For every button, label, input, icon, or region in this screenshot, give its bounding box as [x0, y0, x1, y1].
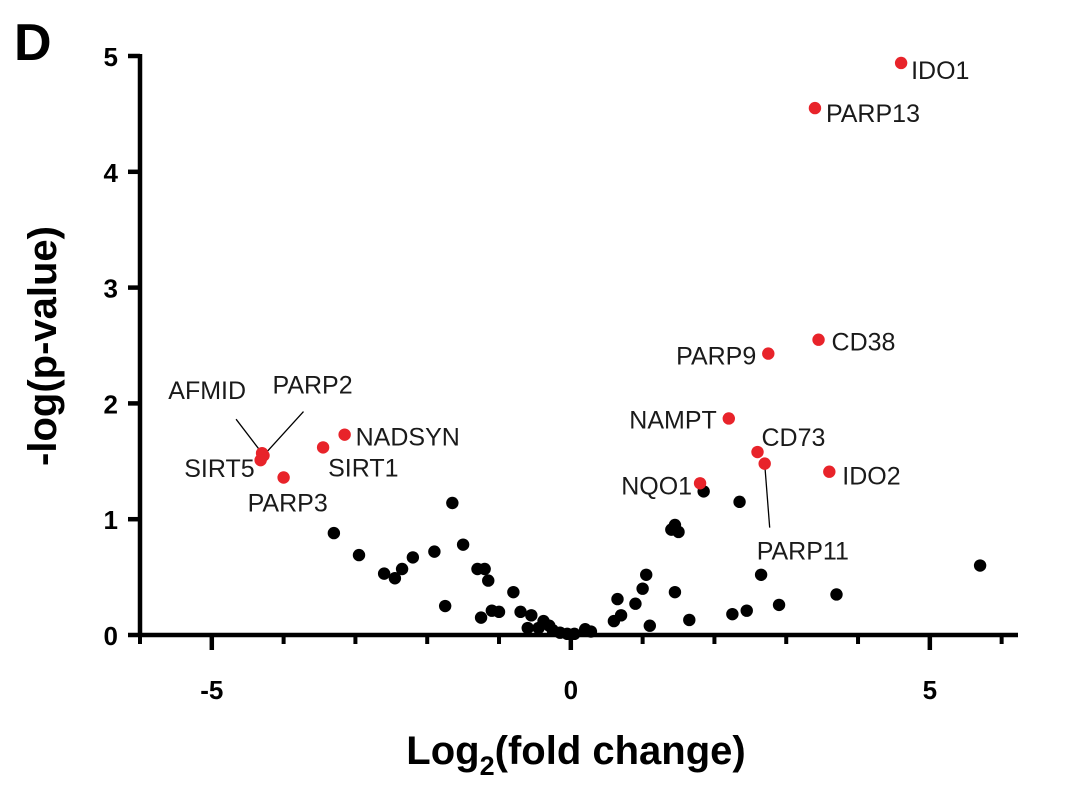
point-label: PARP3: [248, 490, 328, 518]
data-point: [568, 627, 581, 641]
data-point: [614, 609, 628, 622]
data-point: [973, 559, 987, 572]
significant-point: [338, 428, 351, 441]
data-point: [672, 525, 685, 539]
data-point: [683, 613, 696, 627]
y-tick-label: 2: [104, 389, 118, 419]
data-point: [521, 621, 534, 635]
data-point: [740, 604, 753, 617]
significant-point: [722, 412, 735, 425]
x-axis-title: Log2(fold change): [406, 729, 745, 781]
data-point: [584, 625, 598, 638]
data-point: [406, 551, 420, 564]
data-point: [754, 568, 768, 581]
data-point: [352, 548, 366, 562]
x-axis-title-prefix: Log: [406, 729, 479, 773]
point-label: SIRT1: [328, 454, 398, 482]
point-label: CD73: [762, 424, 826, 452]
x-axis-title-subscript: 2: [480, 751, 495, 781]
point-label: NADSYN: [356, 424, 460, 452]
data-point: [327, 526, 341, 540]
x-tick-label: 5: [923, 675, 937, 705]
point-label: CD38: [832, 329, 896, 357]
data-point: [456, 538, 470, 551]
data-point: [772, 598, 786, 612]
point-label: IDO1: [911, 57, 969, 85]
data-point: [438, 599, 452, 613]
data-point: [629, 597, 642, 610]
y-tick-label: 3: [104, 274, 118, 304]
point-label: PARP9: [676, 343, 756, 371]
leader-line: [235, 418, 263, 454]
data-point: [726, 607, 739, 621]
data-point: [514, 605, 527, 619]
point-label: IDO2: [842, 463, 900, 491]
data-point: [395, 562, 409, 576]
y-axis-ticks: 0 1 2 3 4 5: [104, 42, 140, 651]
nonsignificant-points: [327, 485, 987, 641]
data-point: [643, 619, 657, 632]
leader-line: [263, 411, 304, 456]
leader-lines: [235, 411, 771, 528]
data-point: [482, 574, 495, 587]
point-label: PARP11: [757, 538, 849, 566]
y-tick-label: 4: [104, 158, 119, 188]
axes: 0 1 2 3 4 5 -5 0 5: [104, 42, 1018, 705]
significant-point: [894, 56, 908, 70]
data-point: [733, 495, 746, 509]
data-point: [525, 609, 538, 622]
x-tick-label: -5: [200, 675, 223, 705]
significant-point: [254, 453, 267, 467]
significant-point: [823, 465, 836, 478]
data-point: [388, 572, 402, 585]
y-tick-label: 0: [104, 621, 118, 651]
data-point: [474, 611, 488, 624]
x-axis-ticks: -5 0 5: [138, 635, 1004, 705]
data-point: [478, 562, 491, 576]
point-label: PARP13: [826, 100, 920, 128]
data-point: [640, 568, 653, 581]
data-point: [611, 592, 624, 606]
y-tick-label: 5: [104, 42, 118, 72]
significant-point: [277, 471, 290, 484]
data-point: [636, 582, 649, 595]
y-tick-label: 1: [104, 505, 118, 535]
data-point: [377, 567, 391, 580]
significant-point: [693, 477, 707, 490]
data-point: [428, 545, 441, 558]
point-labels: IDO1 PARP13 CD38 PARP9 NAMPT CD73 PARP11 IDO2 NQ…: [168, 57, 969, 566]
point-label: AFMID: [168, 377, 246, 405]
data-point: [492, 605, 506, 619]
point-label: PARP2: [273, 372, 353, 400]
data-point: [446, 496, 459, 510]
significant-points: [254, 56, 908, 490]
significant-point: [762, 347, 775, 360]
leader-line: [764, 463, 771, 528]
panel-label: D: [14, 14, 52, 72]
data-point: [830, 588, 843, 601]
point-label: NQO1: [621, 472, 692, 500]
x-axis-title-suffix: (fold change): [495, 729, 746, 773]
significant-point: [812, 333, 825, 346]
significant-point: [751, 445, 764, 459]
point-label: SIRT5: [184, 455, 254, 483]
significant-point: [758, 457, 771, 470]
significant-point: [808, 101, 822, 115]
point-label: NAMPT: [629, 406, 717, 434]
data-point: [507, 585, 520, 599]
significant-point: [316, 441, 330, 454]
data-point: [668, 585, 682, 599]
y-axis-title: -log(p-value): [21, 226, 65, 466]
x-tick-label: 0: [564, 675, 578, 705]
